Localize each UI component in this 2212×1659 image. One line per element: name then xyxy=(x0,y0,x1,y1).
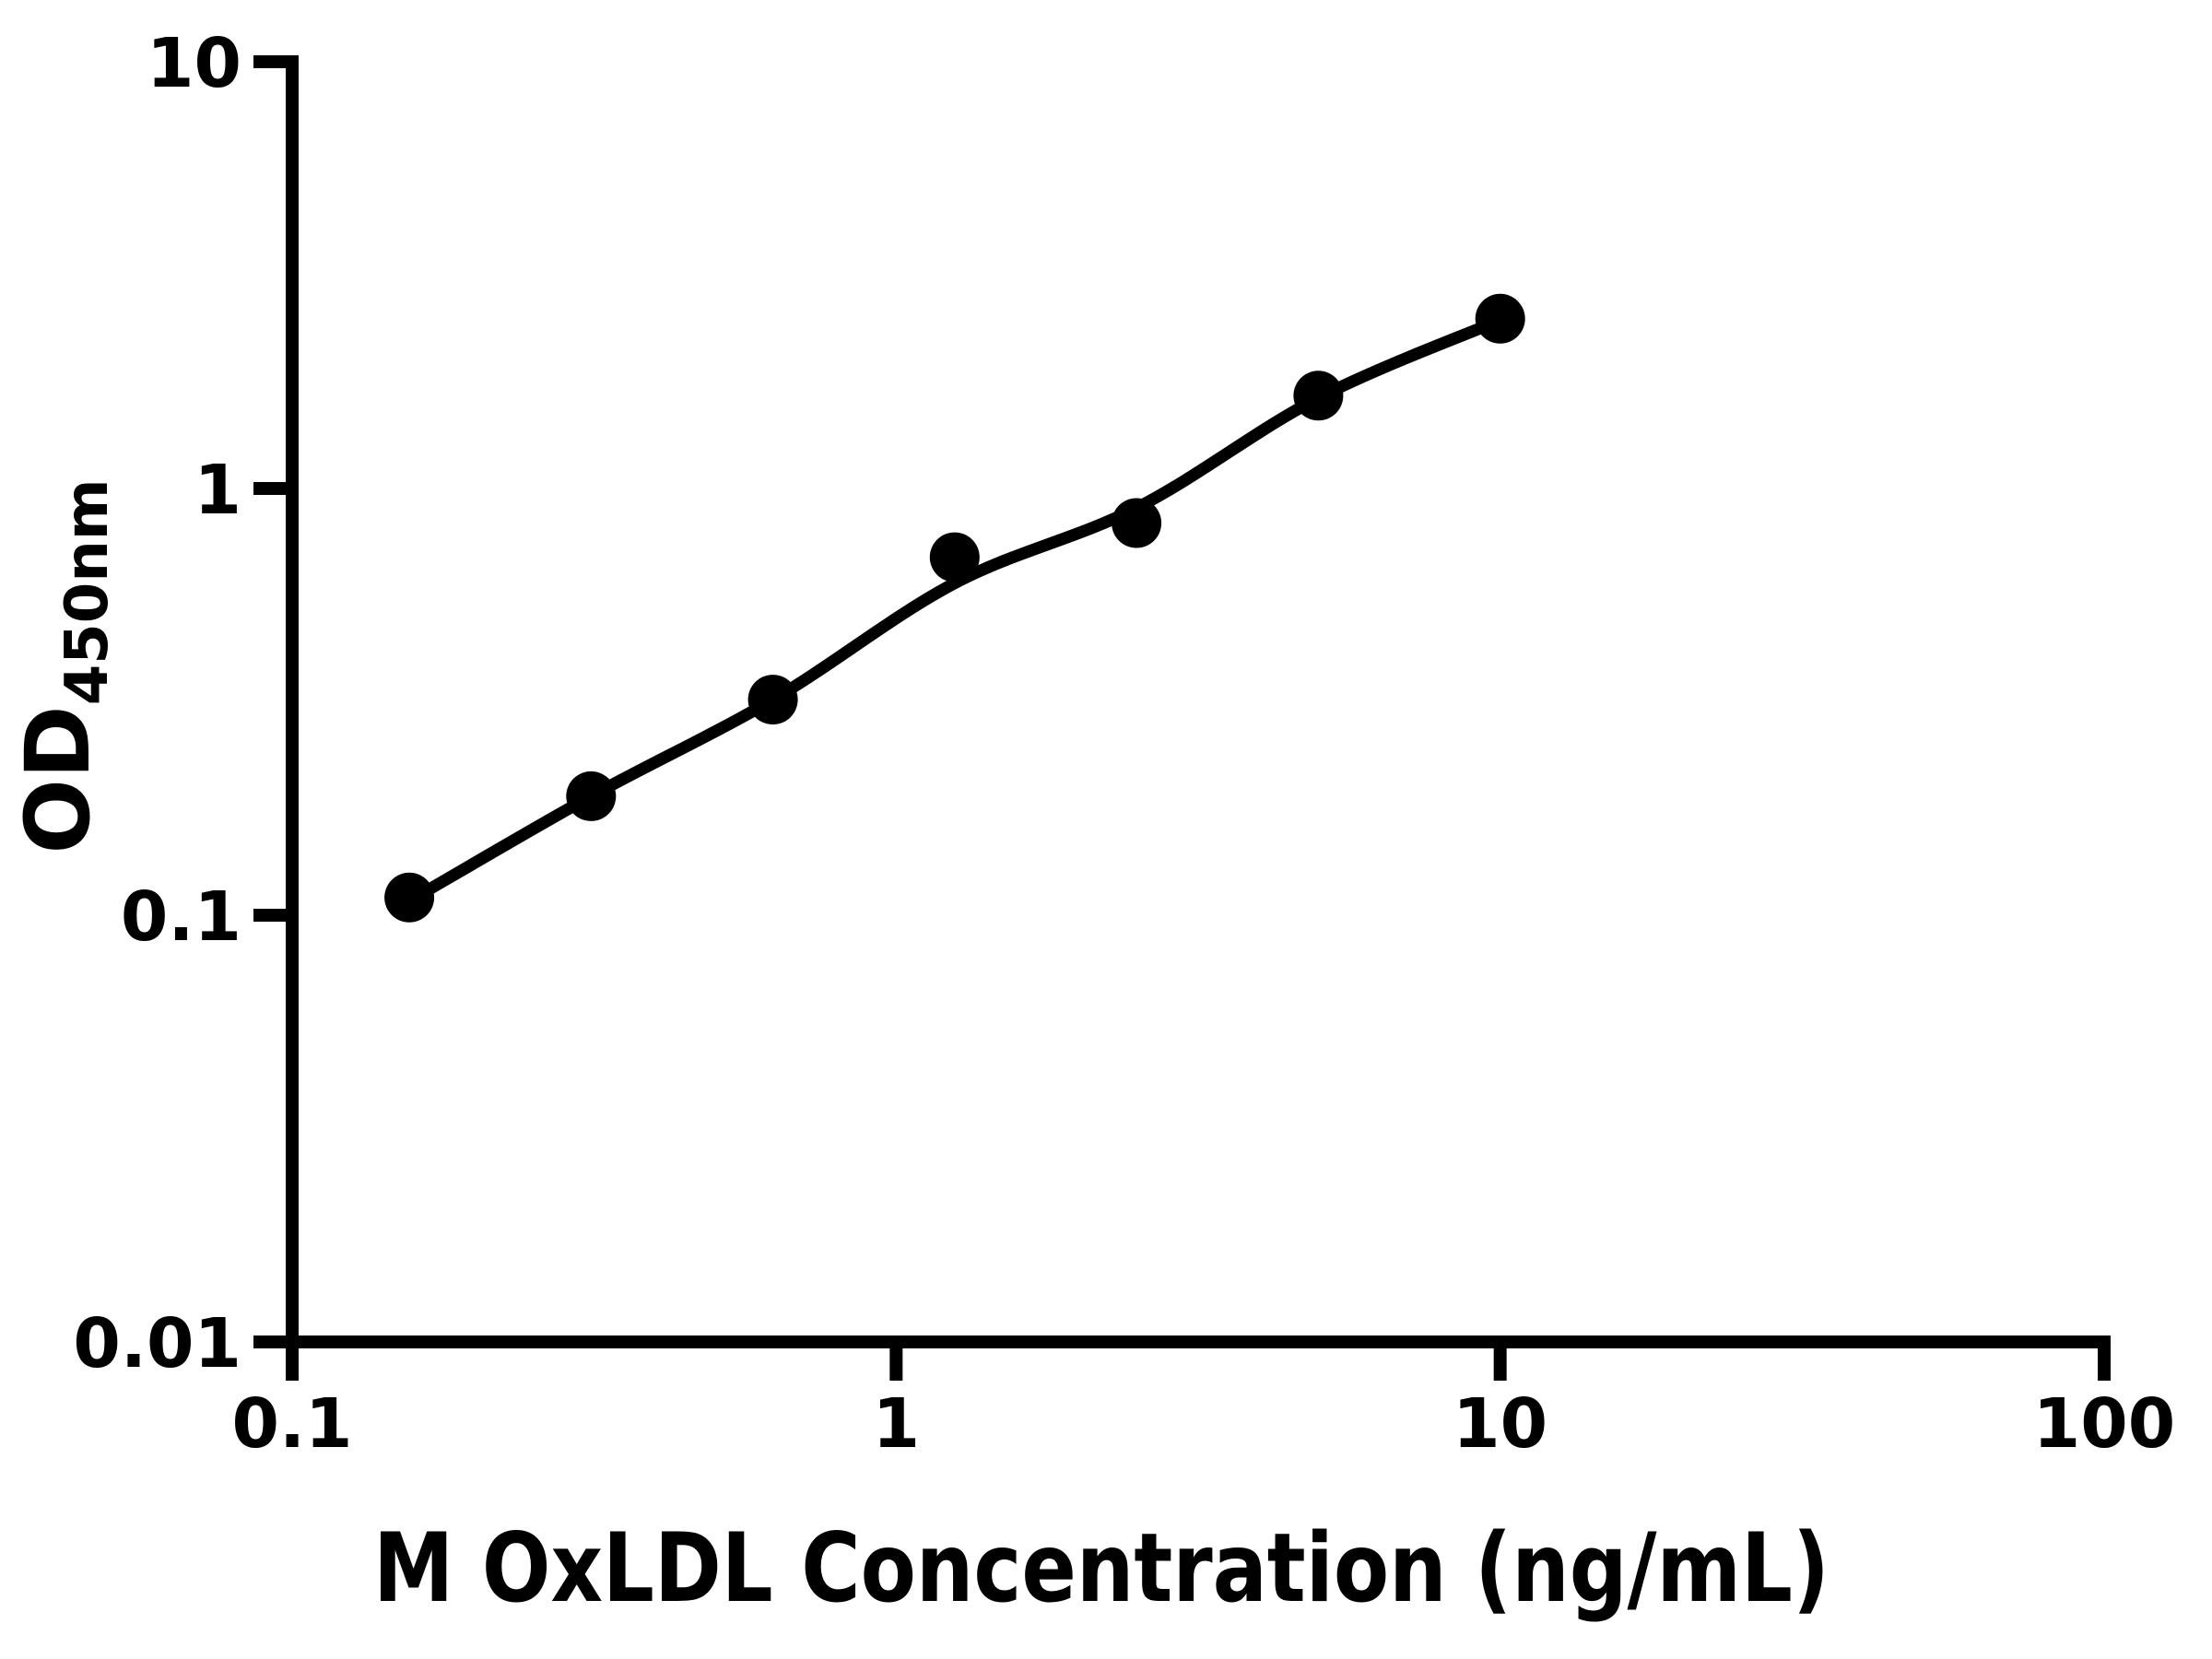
y-tick-label: 0.01 xyxy=(73,1304,241,1383)
y-tick-label: 0.1 xyxy=(121,877,241,957)
data-point xyxy=(1475,293,1525,344)
x-tick-label: 100 xyxy=(2033,1384,2175,1464)
data-point xyxy=(929,532,980,582)
x-tick-label: 10 xyxy=(1453,1384,1547,1464)
axes-group xyxy=(286,55,2111,1348)
y-tick-label: 1 xyxy=(194,451,242,530)
x-tick-label: 0.1 xyxy=(231,1384,352,1464)
y-axis-title-subscript: 450nm xyxy=(53,478,122,705)
data-points-group xyxy=(384,293,1525,923)
data-point xyxy=(384,872,435,923)
data-point xyxy=(1112,498,1162,548)
data-point xyxy=(1293,371,1344,421)
x-tick-label: 1 xyxy=(873,1384,921,1464)
data-point xyxy=(566,771,617,821)
y-axis-title: OD450nm xyxy=(6,478,122,853)
y-tick-label: 10 xyxy=(147,24,241,103)
x-axis-title: M OxLDL Concentration (ng/mL) xyxy=(373,1513,1830,1624)
y-axis-title-base: OD xyxy=(6,705,110,853)
data-point xyxy=(747,675,798,725)
